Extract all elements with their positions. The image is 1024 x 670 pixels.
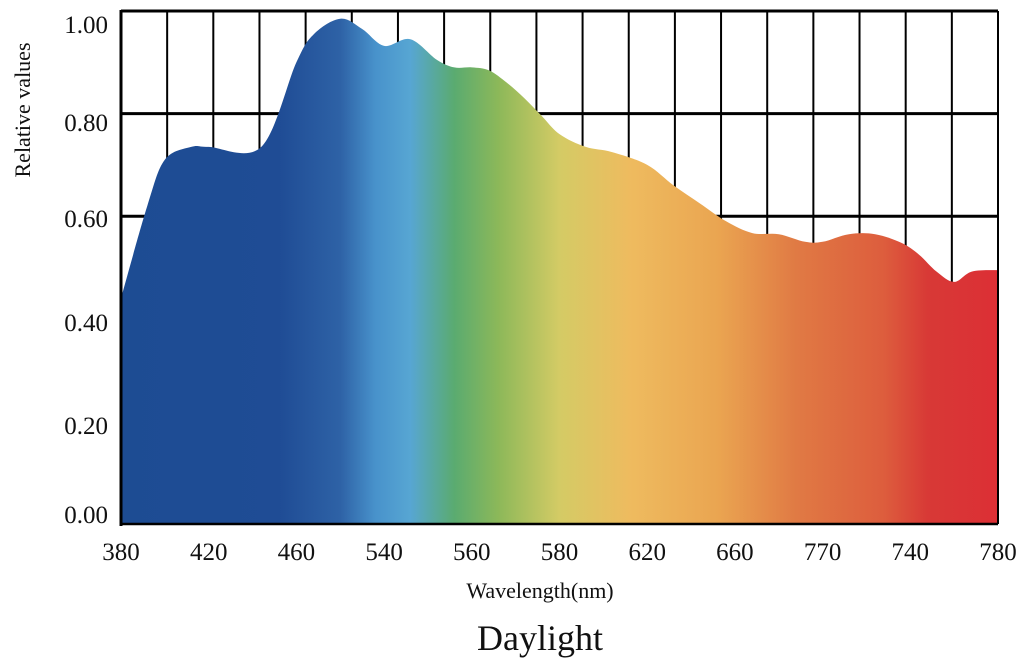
x-tick-label: 420 [190,539,228,566]
x-tick-label: 660 [716,539,754,566]
y-tick-label: 0.80 [64,110,108,137]
x-axis-ticks: 380 420 460 540 560 580 620 660 770 740 780 [102,539,1017,566]
y-tick-label: 1.00 [64,12,108,39]
chart-title: Daylight [477,618,603,658]
x-tick-label: 560 [453,539,491,566]
spectrum-area [121,18,998,524]
x-tick-label: 770 [804,539,842,566]
y-tick-label: 0.20 [64,413,108,440]
axis-frame [119,9,999,526]
y-axis-title: Relative values [10,42,35,177]
x-tick-label: 540 [365,539,403,566]
y-tick-label: 0.00 [64,502,108,529]
x-tick-label: 460 [278,539,316,566]
y-axis-ticks: 0.00 0.20 0.40 0.60 0.80 1.00 [64,12,108,529]
y-tick-label: 0.40 [64,310,108,337]
x-tick-label: 580 [541,539,579,566]
x-tick-label: 620 [628,539,666,566]
x-axis-title: Wavelength(nm) [466,578,613,603]
plot-area [121,18,998,524]
x-tick-label: 740 [892,539,930,566]
x-tick-label: 780 [979,539,1017,566]
y-tick-label: 0.60 [64,206,108,233]
x-tick-label: 380 [102,539,140,566]
